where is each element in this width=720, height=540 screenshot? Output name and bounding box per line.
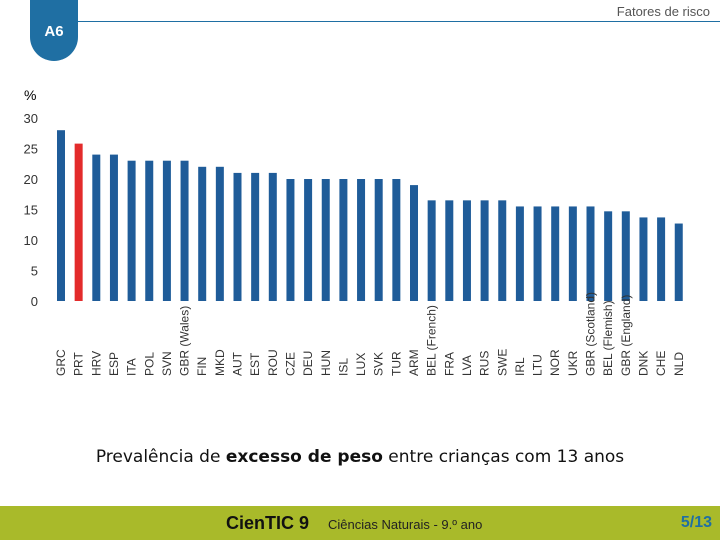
bar-nor bbox=[551, 206, 560, 301]
x-tick-label: BEL (Flemish) bbox=[601, 300, 615, 376]
bar-lva bbox=[462, 200, 471, 301]
x-tick-label: FIN bbox=[195, 357, 209, 376]
x-tick-label: CZE bbox=[283, 352, 297, 376]
x-tick-label: HRV bbox=[89, 351, 103, 376]
x-tick-label: LTU bbox=[531, 354, 545, 376]
x-tick-label: SWE bbox=[495, 349, 509, 376]
bar-cze bbox=[286, 179, 295, 301]
bar-svk bbox=[374, 179, 383, 301]
bar-aut bbox=[233, 172, 242, 301]
y-tick-label: 25 bbox=[24, 142, 38, 157]
y-tick-label: 30 bbox=[24, 111, 38, 126]
y-tick-label: 5 bbox=[31, 264, 38, 279]
bar-isl bbox=[339, 179, 348, 301]
bar-esp bbox=[109, 154, 118, 301]
caption-before: Prevalência de bbox=[95, 447, 226, 467]
x-tick-label: ESP bbox=[107, 352, 121, 376]
x-tick-label: DEU bbox=[301, 351, 315, 376]
x-tick-label: LVA bbox=[460, 355, 474, 376]
bar-ukr bbox=[568, 206, 577, 301]
bar-est bbox=[251, 172, 260, 301]
bar-swe bbox=[498, 200, 507, 301]
bar-bel-flemish bbox=[604, 211, 613, 301]
x-tick-label: DNK bbox=[636, 351, 650, 376]
bar-gbr-england bbox=[621, 211, 630, 301]
bar-mkd bbox=[215, 166, 224, 301]
x-tick-label: SVK bbox=[372, 352, 386, 376]
footer-bar: CienTIC 9 Ciências Naturais - 9.º ano 5/… bbox=[0, 506, 720, 540]
y-tick-label: 0 bbox=[31, 294, 38, 309]
x-tick-label: ITA bbox=[125, 358, 139, 376]
x-tick-label: GBR (Wales) bbox=[178, 306, 192, 376]
section-badge: A6 bbox=[30, 0, 78, 61]
bar-fra bbox=[445, 200, 454, 301]
brand-rest: TIC 9 bbox=[265, 513, 310, 533]
x-tick-label: RUS bbox=[478, 351, 492, 376]
bar-chart: 0 5 10 15 20 25 30 GRC PRT HRV ESP ITA POL SVN GBR (Wa… bbox=[24, 111, 686, 376]
bar-arm bbox=[410, 185, 418, 301]
bar-rus bbox=[480, 200, 489, 301]
y-tick-label: 20 bbox=[24, 172, 38, 187]
x-tick-label: BEL (French) bbox=[425, 305, 439, 376]
x-tick-label: UKR bbox=[566, 350, 580, 376]
x-tick-label: LUX bbox=[354, 353, 368, 376]
x-tick-label: GBR (Scotland) bbox=[584, 292, 598, 376]
x-tick-label: NOR bbox=[548, 349, 562, 376]
bar-ita bbox=[127, 160, 136, 301]
y-axis-unit: % bbox=[24, 87, 37, 103]
brand-logo: CienTIC 9 bbox=[226, 513, 309, 534]
bar-hrv bbox=[92, 154, 101, 301]
bar-bel-french bbox=[427, 200, 436, 301]
bar-dnk bbox=[639, 217, 648, 301]
bar-tur bbox=[392, 179, 401, 301]
caption-after: entre crianças com 13 anos bbox=[382, 447, 625, 467]
bar-irl bbox=[515, 206, 524, 301]
brand-bold: Cien bbox=[226, 513, 266, 533]
header-rule bbox=[78, 21, 720, 22]
bar-gbr-wales bbox=[180, 160, 189, 301]
bar-svn bbox=[162, 160, 171, 301]
bar-deu bbox=[304, 179, 313, 301]
x-tick-label: POL bbox=[142, 352, 156, 376]
bar-pol bbox=[145, 160, 154, 301]
y-tick-label: 10 bbox=[24, 233, 38, 248]
x-tick-label: NLD bbox=[672, 352, 686, 376]
y-tick-label: 15 bbox=[24, 203, 38, 218]
caption-bold: excesso de peso bbox=[225, 447, 383, 467]
x-tick-label: CHE bbox=[654, 351, 668, 376]
bar-prt bbox=[74, 143, 83, 301]
x-tick-label: ROU bbox=[266, 349, 280, 376]
x-tick-label: PRT bbox=[72, 352, 86, 376]
bar-che bbox=[657, 217, 666, 301]
x-tick-label: GBR (England) bbox=[619, 295, 633, 376]
bar-hun bbox=[321, 179, 330, 301]
x-tick-label: MKD bbox=[213, 349, 227, 376]
x-tick-label: AUT bbox=[231, 351, 245, 376]
topic-title: Fatores de risco bbox=[616, 4, 710, 19]
x-tick-label: FRA bbox=[442, 352, 456, 376]
x-tick-label: GRC bbox=[54, 349, 68, 376]
section-badge-label: A6 bbox=[44, 23, 64, 40]
bar-nld bbox=[674, 223, 683, 301]
x-tick-label: EST bbox=[248, 352, 262, 376]
bar-fin bbox=[198, 166, 207, 301]
bar-rou bbox=[268, 172, 277, 301]
page-number: 5/13 bbox=[680, 514, 712, 531]
x-tick-label: ARM bbox=[407, 349, 421, 376]
chart-caption: Prevalência de excesso de peso entre cri… bbox=[0, 447, 720, 467]
bar-grc bbox=[57, 130, 65, 301]
x-tick-label: IRL bbox=[513, 357, 527, 376]
bar-ltu bbox=[533, 206, 542, 301]
x-tick-label: TUR bbox=[389, 351, 403, 376]
bar-gbr-scotland bbox=[586, 206, 595, 301]
x-tick-label: ISL bbox=[336, 358, 350, 376]
x-tick-label: HUN bbox=[319, 350, 333, 376]
subject-label: Ciências Naturais - 9.º ano bbox=[328, 517, 483, 532]
x-tick-label: SVN bbox=[160, 351, 174, 376]
bar-lux bbox=[357, 179, 366, 301]
